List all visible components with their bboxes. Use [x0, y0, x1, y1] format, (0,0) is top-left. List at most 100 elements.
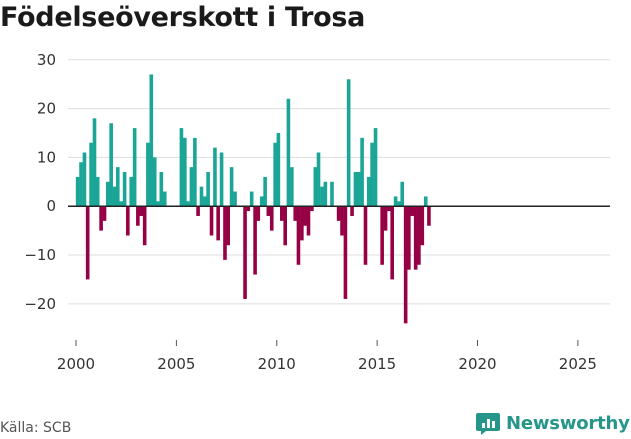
bar-positive	[159, 172, 164, 207]
brand-name: Newsworthy	[506, 412, 630, 434]
bar-negative	[209, 206, 214, 236]
x-tick-label: 2015	[358, 355, 396, 373]
bar-negative	[283, 206, 287, 246]
y-tick-label: −20	[24, 295, 56, 313]
bar-negative	[350, 206, 354, 216]
bar-positive	[146, 142, 150, 207]
bar-positive	[183, 137, 187, 207]
bar-positive	[249, 191, 254, 207]
bar-negative	[417, 206, 421, 265]
bar-positive	[370, 142, 374, 207]
bar-negative	[243, 206, 247, 299]
bar-positive	[213, 147, 217, 207]
bar-positive	[193, 137, 197, 207]
bar-negative	[300, 206, 304, 241]
bar-positive	[423, 196, 428, 207]
bar-positive	[229, 167, 234, 207]
x-tick-label: 2025	[559, 355, 597, 373]
bar-positive	[156, 201, 160, 207]
bar-positive	[132, 128, 137, 207]
bar-negative	[279, 206, 284, 221]
newsworthy-logo[interactable]: Newsworthy	[476, 410, 630, 436]
bar-negative	[306, 206, 311, 236]
bar-negative	[383, 206, 388, 231]
x-axis-ticks: 2000 2005 2010 2015 2020 2025	[57, 340, 597, 373]
source-label: Källa: SCB	[0, 420, 72, 436]
bar-positive	[109, 123, 113, 207]
y-tick-label: 30	[37, 51, 56, 69]
bar-positive	[259, 196, 264, 207]
bar-positive	[162, 191, 167, 207]
bar-positive	[75, 176, 80, 207]
bar-positive	[356, 172, 361, 207]
bar-negative	[139, 206, 144, 216]
bar-negative	[246, 206, 251, 212]
bar-positive	[179, 128, 184, 207]
bar-positive	[92, 118, 97, 207]
bar-positive	[276, 132, 281, 207]
bar-positive	[360, 137, 364, 207]
bar-positive	[149, 74, 154, 207]
bar-positive	[346, 79, 351, 207]
bar-positive	[119, 201, 123, 207]
bar-positive	[112, 186, 117, 207]
bar-positive	[203, 196, 207, 207]
bar-negative	[142, 206, 147, 246]
bar-negative	[293, 206, 298, 221]
bar-negative	[343, 206, 348, 299]
bar-negative	[269, 206, 274, 231]
bar-positive	[393, 196, 398, 207]
bar-negative	[336, 206, 341, 221]
bar-positive	[189, 167, 194, 207]
bar-negative	[310, 206, 314, 212]
bar-positive	[186, 201, 190, 207]
bar-negative	[363, 206, 368, 265]
bar-negative	[126, 206, 130, 236]
bar-negative	[256, 206, 261, 221]
bar-positive	[263, 176, 267, 207]
bar-positive	[152, 157, 157, 207]
bar-negative	[380, 206, 384, 265]
bar-negative	[303, 206, 308, 226]
bar-positive	[286, 98, 291, 207]
bar-positive	[400, 181, 405, 207]
bar-positive	[115, 167, 120, 207]
bar-negative	[386, 206, 391, 212]
bar-negative	[390, 206, 394, 280]
bar-negative	[340, 206, 344, 236]
bar-positive	[316, 152, 321, 207]
bar-positive	[206, 172, 210, 207]
bar-positive	[233, 191, 237, 207]
newsworthy-icon	[476, 413, 500, 435]
y-tick-label: 10	[37, 148, 56, 166]
bar-negative	[427, 206, 431, 226]
bar-positive	[273, 142, 277, 207]
bar-positive	[330, 181, 334, 207]
x-tick-label: 2000	[57, 355, 95, 373]
bar-negative	[226, 206, 230, 246]
bar-negative	[99, 206, 103, 231]
y-tick-label: 20	[37, 100, 56, 118]
bar-negative	[136, 206, 140, 226]
bar-positive	[313, 167, 318, 207]
bar-positive	[290, 167, 294, 207]
bar-positive	[82, 152, 87, 207]
y-axis-ticks: 30 20 10 0 −10 −20	[24, 51, 56, 313]
bar-negative	[253, 206, 257, 275]
bar-positive	[397, 201, 401, 207]
x-tick-label: 2010	[258, 355, 296, 373]
bar-positive	[219, 152, 224, 207]
bar-positive	[199, 186, 204, 207]
bar-negative	[266, 206, 271, 216]
x-tick-label: 2020	[458, 355, 496, 373]
bar-negative	[102, 206, 107, 221]
bar-negative	[296, 206, 301, 265]
bar-positive	[79, 162, 83, 207]
bar-positive	[95, 176, 100, 207]
y-tick-label: 0	[46, 197, 56, 215]
bar-positive	[320, 186, 324, 207]
bar-negative	[420, 206, 425, 246]
chart-title: Födelseöverskott i Trosa	[0, 2, 366, 33]
bar-positive	[323, 181, 328, 207]
